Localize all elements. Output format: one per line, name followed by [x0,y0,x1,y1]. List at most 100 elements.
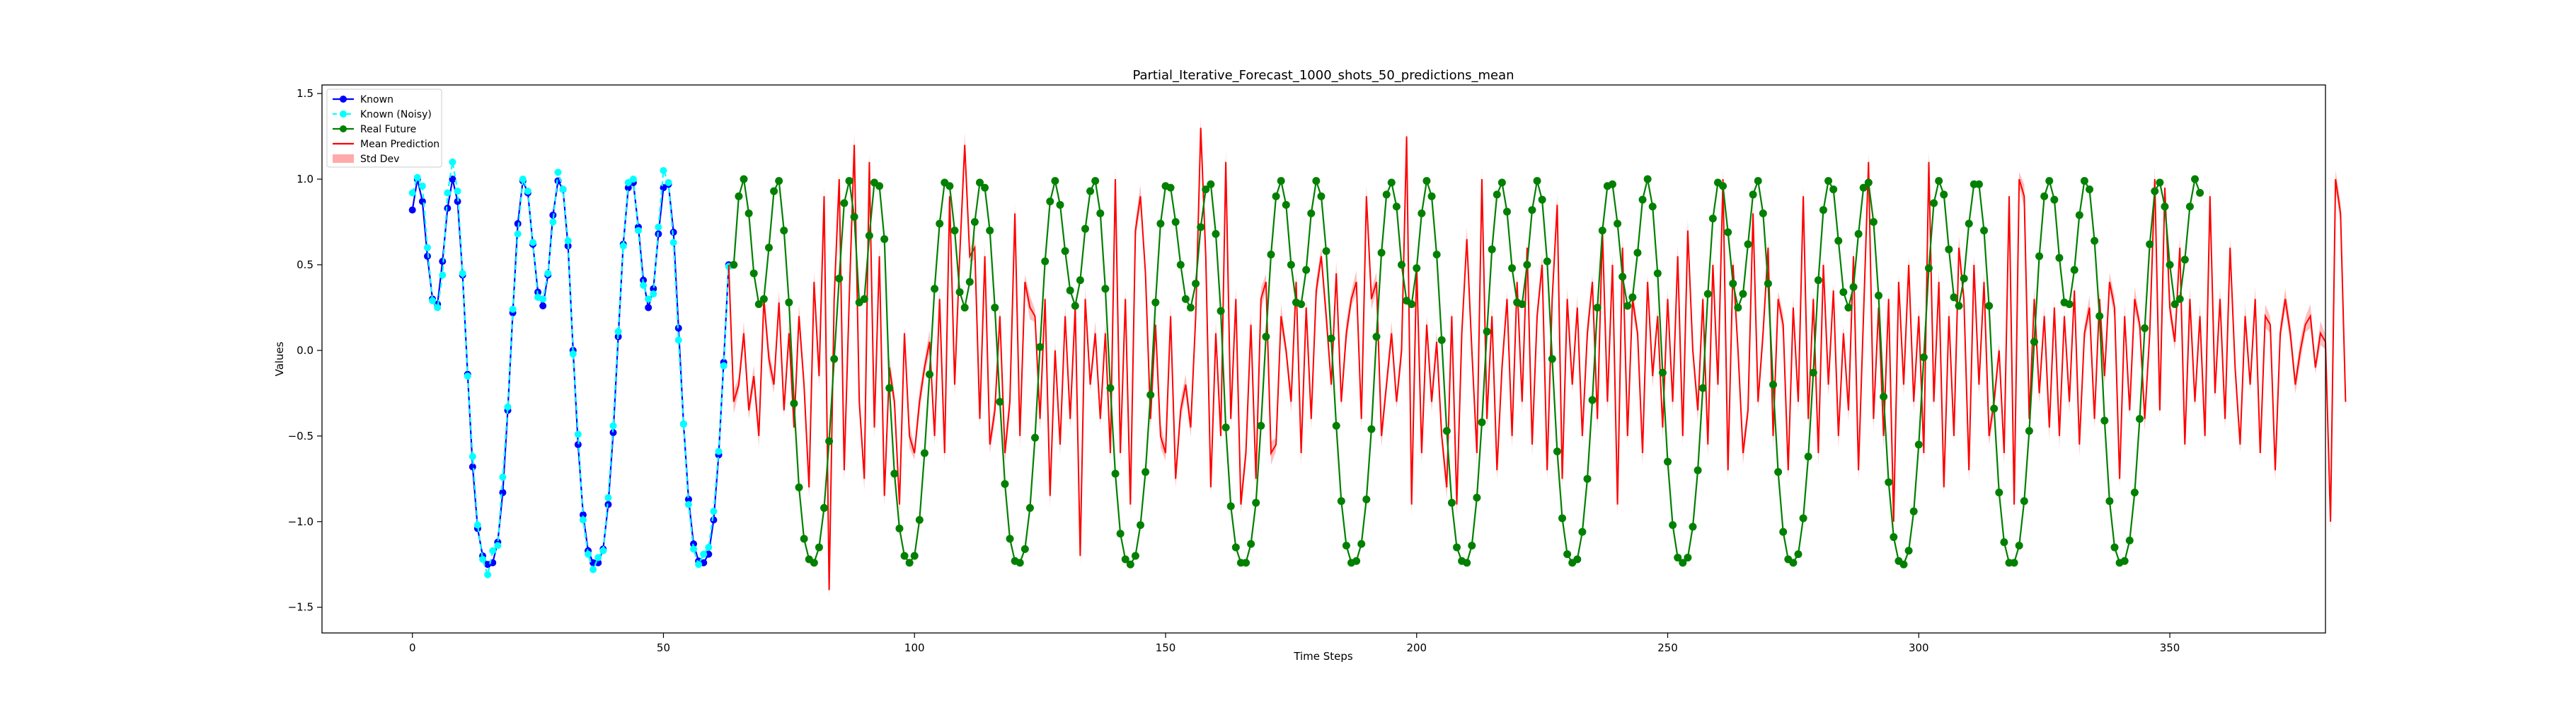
data-point-known-noisy [499,473,507,481]
y-tick-label: −0.5 [288,430,314,442]
data-point-known-noisy [690,545,698,553]
data-point-real-future [1372,333,1381,341]
data-point-real-future [1056,200,1064,209]
data-point-known [499,489,507,496]
legend-swatch-std-dev [333,154,354,163]
data-point-real-future [2135,415,2144,423]
data-point-real-future [991,303,999,312]
legend-marker-future [340,125,347,132]
data-point-real-future [1221,423,1230,432]
data-point-real-future [1834,236,1843,245]
data-point-real-future [1573,555,1582,564]
data-point-real-future [1708,215,1717,223]
data-point-known-noisy [710,508,718,515]
data-point-real-future [1181,295,1190,303]
data-point-real-future [1583,474,1592,483]
legend-marker-known [340,96,347,103]
data-point-real-future [1679,559,1687,567]
data-point-real-future [1146,391,1155,399]
data-point-real-future [1126,560,1134,569]
data-point-real-future [1819,206,1827,215]
data-point-real-future [915,515,924,524]
data-point-known-noisy [705,544,713,552]
legend: Known Known (Noisy) Real Future Mean Predic… [326,88,442,168]
data-point-real-future [1909,507,1918,515]
chart-title: Partial_Iterative_Forecast_1000_shots_50… [1132,68,1514,83]
data-point-real-future [820,503,829,512]
data-point-known [710,516,718,524]
data-point-real-future [1478,418,1486,426]
data-point-real-future [1197,223,1205,232]
data-point-real-future [1965,219,1973,228]
data-point-real-future [1523,261,1531,269]
data-point-real-future [1502,207,1511,216]
data-point-real-future [1463,559,1471,567]
data-point-real-future [2050,195,2059,204]
data-point-real-future [960,303,969,312]
data-point-real-future [1171,218,1180,226]
data-point-real-future [1137,521,1145,530]
data-point-known-noisy [559,185,567,193]
data-point-known [669,229,677,236]
data-point-known-noisy [489,547,497,554]
data-point-known [424,252,431,260]
plot-area [408,119,2347,600]
data-point-known-noisy [619,242,627,250]
data-point-real-future [1437,336,1446,344]
x-tick-label: 0 [409,641,416,654]
data-point-known-noisy [609,422,617,430]
data-point-known-noisy [715,447,723,455]
data-point-real-future [1192,280,1200,288]
data-point-real-future [1518,300,1526,309]
data-point-known-noisy [529,239,536,246]
data-point-known-noisy [684,501,692,508]
data-point-real-future [744,209,753,217]
data-point-real-future [1061,247,1069,256]
data-point-known-noisy [424,244,431,251]
data-point-real-future [1131,552,1139,560]
data-point-real-future [840,199,849,207]
data-point-real-future [1352,556,1361,565]
data-point-real-future [2146,240,2154,249]
data-point-real-future [1432,250,1441,258]
data-point-real-future [1497,178,1506,187]
data-point-known [408,206,416,214]
x-tick-label: 100 [904,641,925,654]
data-point-real-future [1156,219,1165,228]
data-point-known-noisy [590,566,597,573]
data-point-real-future [1252,498,1260,507]
data-point-real-future [740,175,748,183]
data-point-real-future [885,384,894,392]
data-point-known [645,304,652,312]
data-point-real-future [2175,295,2184,303]
data-point-real-future [1543,257,1551,266]
legend-label-mean: Mean Prediction [360,139,439,150]
data-point-real-future [910,552,919,560]
data-point-real-future [1779,527,1788,536]
data-point-real-future [936,219,944,228]
data-point-real-future [2045,176,2054,185]
legend-label-noisy: Known (Noisy) [360,109,432,120]
data-point-known-noisy [629,176,637,183]
data-point-known [539,302,547,310]
data-point-real-future [1553,447,1561,456]
data-point-real-future [1990,404,1999,413]
data-point-real-future [1086,187,1095,195]
data-point-real-future [1111,469,1120,478]
legend-label-known: Known [360,94,393,105]
data-point-real-future [1528,206,1536,215]
data-point-real-future [1849,282,1858,291]
data-point-known [574,440,582,448]
data-point-real-future [800,535,808,543]
data-point-known-noisy [429,297,437,304]
data-point-known-noisy [549,218,557,226]
data-point-real-future [895,524,904,532]
data-point-real-future [2030,338,2038,346]
data-point-known [624,184,632,192]
data-point-real-future [1578,527,1587,536]
data-point-real-future [2180,256,2189,264]
data-point-real-future [1041,257,1050,266]
data-point-real-future [1809,368,1817,377]
data-point-known-noisy [655,223,662,231]
data-point-real-future [1548,355,1556,363]
